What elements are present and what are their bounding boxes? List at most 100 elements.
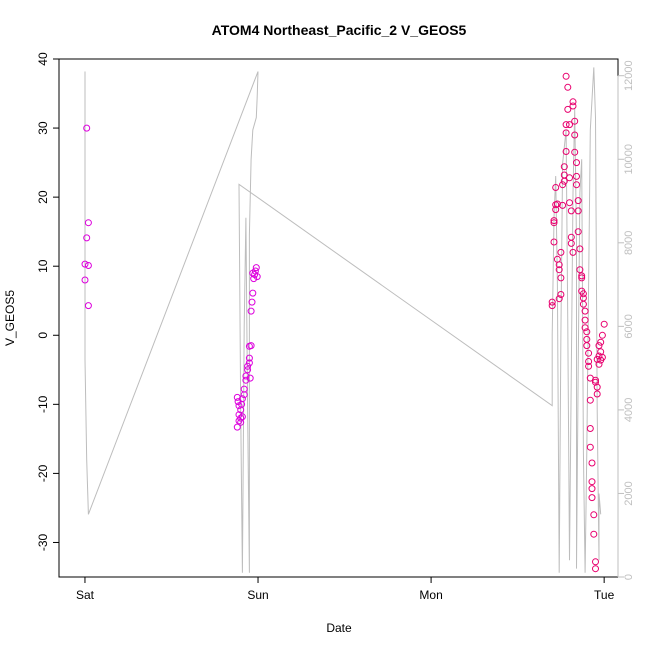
data-point: [246, 374, 254, 382]
data-point: [81, 260, 89, 268]
data-point: [585, 349, 593, 357]
data-point: [548, 302, 556, 310]
data-point: [555, 295, 563, 303]
data-point: [569, 248, 577, 256]
y-tick-label: -10: [36, 395, 50, 413]
plot-frame: [58, 58, 619, 578]
data-point: [237, 418, 245, 426]
data-point: [84, 262, 92, 269]
data-point: [245, 354, 253, 362]
chart-title: ATOM4 Northeast_Pacific_2 V_GEOS5: [212, 22, 467, 38]
data-point: [574, 228, 582, 236]
data-point: [592, 558, 599, 566]
data-point: [559, 181, 567, 189]
data-point: [567, 207, 575, 215]
data-point: [560, 171, 568, 179]
data-point: [598, 353, 606, 361]
data-point: [573, 172, 580, 180]
data-point: [233, 393, 241, 401]
data-point: [586, 396, 594, 404]
data-point: [595, 342, 603, 350]
data-point: [564, 105, 572, 113]
data-point: [562, 121, 570, 129]
data-point: [586, 425, 594, 432]
data-point: [588, 478, 596, 486]
x-tick-label: Sat: [76, 588, 95, 602]
data-point: [248, 298, 256, 306]
data-point: [593, 383, 601, 391]
data-point: [553, 200, 561, 208]
data-point: [579, 290, 587, 298]
y-axis-label: V_GEOS5: [3, 290, 17, 346]
data-point: [250, 275, 258, 283]
data-point: [81, 276, 89, 284]
data-point: [249, 269, 257, 277]
data-point: [238, 395, 246, 403]
data-point: [569, 98, 577, 106]
data-point: [562, 148, 570, 155]
data-point: [595, 352, 603, 360]
data-point: [597, 338, 605, 346]
x-tick-label: Mon: [419, 588, 442, 602]
data-point: [581, 316, 589, 324]
data-point: [83, 234, 91, 242]
data-point: [573, 159, 580, 167]
data-point: [562, 129, 570, 137]
data-point: [592, 376, 599, 384]
data-point: [583, 342, 591, 350]
y2-tick-label: 2000: [623, 481, 635, 505]
data-point: [235, 417, 243, 425]
data-point: [571, 148, 579, 156]
data-point: [585, 358, 593, 365]
data-point: [247, 307, 255, 315]
y-tick-label: 40: [36, 52, 50, 66]
data-point: [593, 390, 601, 398]
data-point: [578, 274, 586, 282]
data-point: [550, 217, 558, 225]
data-point: [245, 342, 253, 350]
data-point: [592, 565, 599, 573]
data-point: [567, 239, 575, 247]
y-tick-label: 30: [36, 121, 50, 135]
data-point: [233, 423, 241, 431]
data-point: [566, 121, 573, 129]
data-point: [573, 181, 580, 189]
data-point: [242, 376, 250, 384]
data-point: [588, 494, 596, 502]
data-point: [560, 163, 568, 171]
data-point: [588, 485, 596, 493]
y-tick-label: 0: [36, 332, 50, 339]
data-point: [576, 245, 584, 253]
data-point: [586, 443, 594, 451]
data-point: [569, 102, 577, 110]
axis-layer: -30 -20 -10 0 10 20 30 40 0 2000 4000 6000 8000 10000…: [36, 52, 635, 602]
data-point: [253, 273, 261, 281]
data-point: [548, 298, 556, 306]
y-tick-label: 20: [36, 190, 50, 204]
data-point: [240, 385, 248, 393]
altitude-line: [84, 67, 602, 573]
data-point: [550, 238, 558, 246]
data-point: [249, 289, 257, 297]
data-point: [590, 530, 598, 538]
data-point: [566, 174, 573, 182]
series-layer: [81, 67, 608, 573]
data-point: [571, 117, 579, 125]
data-point: [242, 372, 250, 380]
data-point: [557, 274, 565, 282]
data-point: [83, 124, 91, 132]
y-tick-label: -30: [36, 533, 50, 551]
data-point: [579, 300, 587, 308]
data-point: [84, 219, 92, 227]
data-point: [579, 294, 587, 302]
data-point: [585, 362, 593, 370]
data-point: [578, 272, 586, 280]
data-point: [550, 219, 558, 227]
y2-tick-label: 4000: [623, 398, 635, 422]
data-point: [581, 307, 589, 315]
data-point: [557, 248, 565, 256]
data-point: [564, 83, 572, 91]
data-point: [583, 335, 591, 343]
